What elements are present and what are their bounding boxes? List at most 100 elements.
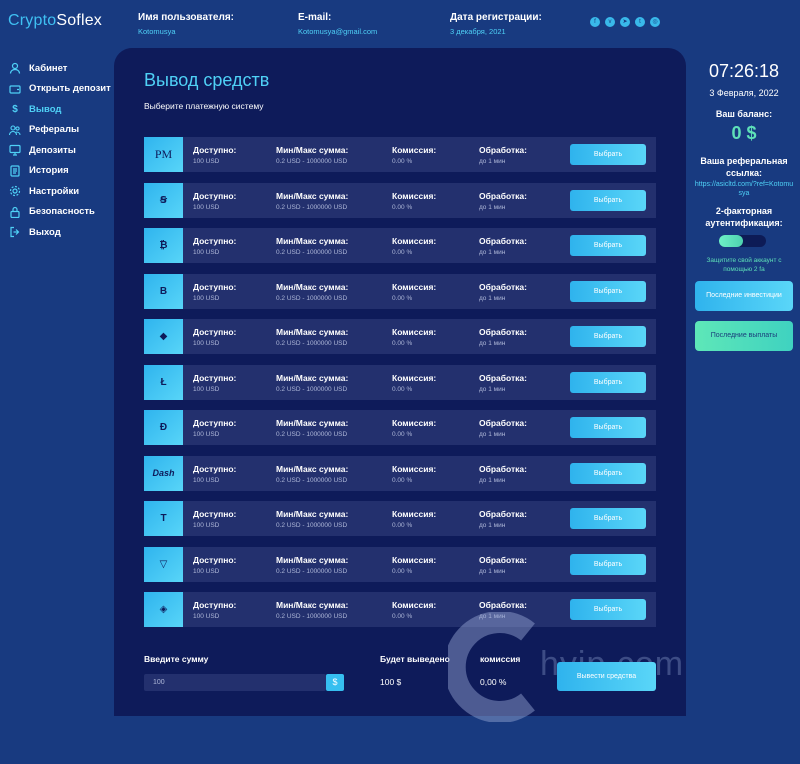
amount-input[interactable] bbox=[144, 674, 326, 691]
header-regdate: Дата регистрации: 3 декабря, 2021 bbox=[450, 12, 542, 36]
instagram-icon[interactable]: ◎ bbox=[650, 17, 660, 27]
processing-cell: Обработка: до 1 мин bbox=[479, 373, 527, 393]
fee-label: Комиссия: bbox=[392, 600, 437, 610]
fee-value: 0.00 % bbox=[392, 613, 413, 620]
processing-value: до 1 мин bbox=[479, 385, 506, 393]
payment-row: Ꞩ Доступно: 100 USD Мин/Макс сумма: 0.2 USD … bbox=[144, 182, 656, 218]
payment-row: Đ Доступно: 100 USD Мин/Макс сумма: 0.2 USD … bbox=[144, 410, 656, 445]
fee-value: 0.00 % bbox=[392, 522, 413, 529]
last-investments-button[interactable]: Последние инвестиции bbox=[695, 281, 793, 311]
minmax-cell: Мин/Макс сумма: 0.2 USD - 1000000 USD bbox=[276, 282, 348, 302]
commission-value: 0,00 % bbox=[480, 677, 507, 687]
fee-label: Комиссия: bbox=[392, 327, 437, 337]
select-button[interactable]: Выбрать bbox=[570, 280, 646, 302]
sidebar-item-deposits[interactable]: Депозиты bbox=[8, 140, 111, 161]
select-button[interactable]: Выбрать bbox=[570, 553, 646, 575]
perfect-money-icon: PM bbox=[144, 137, 183, 172]
regdate-value: 3 декабря, 2021 bbox=[450, 27, 506, 36]
tfa-toggle[interactable] bbox=[719, 235, 766, 247]
last-payouts-button[interactable]: Последние выплаты bbox=[695, 321, 793, 351]
payment-logo-text: ▽ bbox=[159, 558, 168, 570]
minmax-value: 0.2 USD - 1000000 USD bbox=[276, 249, 348, 256]
available-cell: Доступно: 100 USD bbox=[193, 464, 236, 484]
monitor-icon bbox=[8, 143, 22, 157]
email-value: Kotomusya@gmail.com bbox=[298, 27, 378, 36]
vk-icon[interactable]: v bbox=[605, 17, 615, 27]
payment-row: ₿ Доступно: 100 USD Мин/Макс сумма: 0.2 USD … bbox=[144, 228, 656, 263]
payment-row: B Доступно: 100 USD Мин/Макс сумма: 0.2 USD … bbox=[144, 273, 656, 309]
processing-label: Обработка: bbox=[479, 281, 527, 292]
minmax-cell: Мин/Макс сумма: 0.2 USD - 1000000 USD bbox=[276, 509, 348, 529]
processing-value: до 1 мин bbox=[479, 567, 506, 575]
referral-link[interactable]: https://asicltd.com/?ref=Kotomusya bbox=[694, 181, 794, 197]
payment-row: ◈ Доступно: 100 USD Мин/Макс сумма: 0.2 USD … bbox=[144, 592, 656, 627]
available-value: 100 USD bbox=[193, 431, 220, 438]
available-label: Доступно: bbox=[193, 145, 237, 155]
fee-value: 0.00 % bbox=[392, 203, 413, 211]
withdraw-button[interactable]: Вывести средства bbox=[557, 662, 656, 691]
payment-logo-text: ◈ bbox=[159, 604, 168, 615]
telegram-icon[interactable]: ➤ bbox=[620, 17, 630, 27]
select-button[interactable]: Выбрать bbox=[570, 235, 646, 256]
sidebar-item-open-deposit[interactable]: Открыть депозит bbox=[8, 79, 111, 100]
available-cell: Доступно: 100 USD bbox=[193, 145, 236, 165]
output-value: 100 $ bbox=[380, 677, 402, 687]
available-cell: Доступно: 100 USD bbox=[193, 555, 236, 575]
processing-label: Обработка: bbox=[479, 327, 527, 337]
toggle-knob bbox=[719, 235, 743, 247]
minmax-cell: Мин/Макс сумма: 0.2 USD - 1000000 USD bbox=[276, 327, 348, 347]
select-button[interactable]: Выбрать bbox=[570, 462, 646, 484]
select-button[interactable]: Выбрать bbox=[570, 417, 646, 438]
tether-icon: T bbox=[144, 501, 183, 536]
bitcoin-icon: ₿ bbox=[144, 228, 183, 263]
litecoin-icon: Ł bbox=[144, 364, 183, 400]
sidebar-item-logout[interactable]: Выход bbox=[8, 222, 111, 243]
sidebar-item-security[interactable]: Безопасность bbox=[8, 202, 111, 223]
sidebar-item-label: Выход bbox=[29, 226, 61, 238]
processing-cell: Обработка: до 1 мин bbox=[479, 600, 527, 620]
processing-label: Обработка: bbox=[479, 145, 527, 155]
payment-row: Dash Доступно: 100 USD Мин/Макс сумма: 0.2 U… bbox=[144, 455, 656, 491]
sidebar-item-cabinet[interactable]: Кабинет bbox=[8, 58, 111, 79]
sidebar-item-referrals[interactable]: Рефералы bbox=[8, 120, 111, 141]
available-label: Доступно: bbox=[193, 372, 237, 383]
minmax-value: 0.2 USD - 1000000 USD bbox=[276, 203, 348, 211]
sidebar-item-label: Рефералы bbox=[29, 124, 80, 136]
select-button[interactable]: Выбрать bbox=[570, 189, 646, 211]
select-button[interactable]: Выбрать bbox=[570, 326, 646, 347]
payment-row: ◆ Доступно: 100 USD Мин/Макс сумма: 0.2 USD … bbox=[144, 319, 656, 354]
select-button[interactable]: Выбрать bbox=[570, 599, 646, 620]
facebook-icon[interactable]: f bbox=[590, 17, 600, 27]
available-cell: Доступно: 100 USD bbox=[193, 600, 236, 620]
logo[interactable]: CryptoSoflex bbox=[8, 12, 102, 30]
fee-label: Комиссия: bbox=[392, 236, 437, 246]
select-button[interactable]: Выбрать bbox=[570, 371, 646, 393]
minmax-value: 0.2 USD - 1000000 USD bbox=[276, 613, 348, 620]
tron-icon: ▽ bbox=[144, 546, 183, 582]
minmax-label: Мин/Макс сумма: bbox=[276, 145, 349, 155]
payment-logo-text: ₿ bbox=[159, 240, 168, 251]
processing-label: Обработка: bbox=[479, 463, 527, 474]
logo-part-2: Soflex bbox=[56, 12, 102, 29]
processing-value: до 1 мин bbox=[479, 431, 506, 438]
fee-value: 0.00 % bbox=[392, 158, 413, 165]
page-title: Вывод средств bbox=[144, 70, 270, 90]
twitter-icon[interactable]: t bbox=[635, 17, 645, 27]
logout-icon bbox=[8, 225, 22, 239]
select-button[interactable]: Выбрать bbox=[570, 144, 646, 165]
sidebar-item-withdraw[interactable]: $ Вывод bbox=[8, 99, 111, 120]
fee-label: Комиссия: bbox=[392, 372, 437, 383]
available-label: Доступно: bbox=[193, 236, 237, 246]
available-cell: Доступно: 100 USD bbox=[193, 509, 236, 529]
sidebar-item-settings[interactable]: Настройки bbox=[8, 181, 111, 202]
available-value: 100 USD bbox=[193, 249, 220, 256]
select-button[interactable]: Выбрать bbox=[570, 508, 646, 529]
fee-value: 0.00 % bbox=[392, 249, 413, 256]
ethereum-icon: ◆ bbox=[144, 319, 183, 354]
available-value: 100 USD bbox=[193, 294, 220, 302]
tfa-note: Защитите свой аккаунт с помощью 2 fa bbox=[706, 257, 782, 273]
processing-label: Обработка: bbox=[479, 372, 527, 383]
payment-logo-text: T bbox=[160, 513, 167, 524]
sidebar-item-history[interactable]: История bbox=[8, 161, 111, 182]
available-label: Доступно: bbox=[193, 418, 237, 428]
